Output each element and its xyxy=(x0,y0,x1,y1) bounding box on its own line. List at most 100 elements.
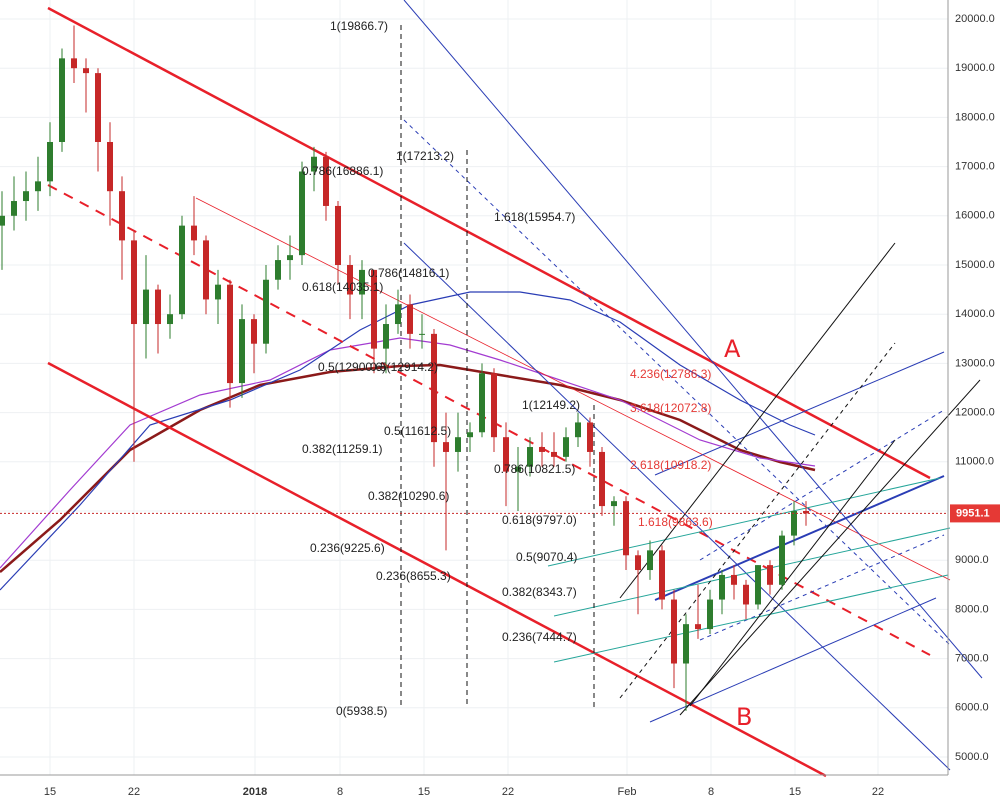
trend-line xyxy=(654,475,945,601)
candle-body xyxy=(107,141,113,192)
fib-label: 0.5(12914.2) xyxy=(370,360,438,374)
candle-body xyxy=(779,535,785,585)
candle-body xyxy=(323,156,329,206)
drawings xyxy=(0,0,983,778)
fib-label: 2.618(10918.2) xyxy=(630,458,711,472)
candle-body xyxy=(227,284,233,384)
candle-body xyxy=(395,304,401,325)
candle-body xyxy=(143,289,149,325)
x-tick-label: 22 xyxy=(872,786,884,798)
pitch-line xyxy=(679,379,981,716)
y-tick-label: 15000.0 xyxy=(955,259,995,271)
candle-body xyxy=(311,156,317,172)
fib-label: 0.382(8343.7) xyxy=(502,585,577,599)
fib-label: 0.236(9225.6) xyxy=(310,541,385,555)
candle-body xyxy=(623,501,629,556)
pitch-line xyxy=(619,242,896,599)
candle-body xyxy=(0,215,5,226)
x-tick-label: 8 xyxy=(708,786,714,798)
candle-body xyxy=(155,289,161,325)
fib-label: 1(19866.7) xyxy=(330,19,388,33)
candle-body xyxy=(443,442,449,452)
fib-label: 0(5938.5) xyxy=(336,704,387,718)
candle-body xyxy=(791,510,797,536)
candle-body xyxy=(515,466,521,472)
y-tick-label: 8000.0 xyxy=(955,603,989,615)
candle-body xyxy=(707,599,713,630)
x-tick-label: 22 xyxy=(128,786,140,798)
candle-body xyxy=(11,201,17,216)
pitch-line xyxy=(619,342,896,699)
y-tick-label: 20000.0 xyxy=(955,13,995,25)
fib-label: 0.618(14035.1) xyxy=(302,280,383,294)
candle-body xyxy=(539,447,545,452)
candle-body xyxy=(287,255,293,261)
last-price-label: 9951.1 xyxy=(956,507,990,519)
candle-body xyxy=(299,171,305,256)
ma-50 xyxy=(0,291,816,591)
candle-body xyxy=(527,447,533,467)
candle-body xyxy=(407,304,413,334)
x-tick-label: 15 xyxy=(789,786,801,798)
candle-body xyxy=(611,501,617,507)
x-tick-label: 15 xyxy=(44,786,56,798)
fib-fan xyxy=(553,574,949,663)
fib-label: 0.382(11259.1) xyxy=(302,442,383,456)
candle-body xyxy=(467,432,473,438)
grid xyxy=(0,0,948,775)
candle-body xyxy=(59,58,65,142)
candle-body xyxy=(347,264,353,295)
fib-label: 0.5(11612.5) xyxy=(384,424,451,438)
candle-body xyxy=(335,205,341,265)
candle-body xyxy=(563,437,569,457)
fib-label: 0.382(10290.6) xyxy=(368,489,449,503)
candle-body xyxy=(191,225,197,241)
y-tick-label: 19000.0 xyxy=(955,62,995,74)
channel-line xyxy=(47,361,827,778)
trend-line xyxy=(699,534,945,641)
fib-label: 0.618(9797.0) xyxy=(502,513,577,527)
fib-label: 0.786(14816.1) xyxy=(368,266,449,280)
y-tick-label: 6000.0 xyxy=(955,702,989,714)
candle-body xyxy=(743,584,749,605)
channel-line xyxy=(47,6,931,480)
candle-body xyxy=(551,451,557,457)
candle-body xyxy=(23,191,29,202)
ma-100 xyxy=(0,337,816,569)
candle-body xyxy=(455,437,461,452)
fib-label: 0.786(10821.5) xyxy=(494,462,575,476)
candle-body xyxy=(131,240,137,325)
candle-body xyxy=(239,319,245,384)
pitch-line xyxy=(689,439,896,707)
candle-body xyxy=(599,451,605,507)
y-tick-label: 14000.0 xyxy=(955,308,995,320)
candle-body xyxy=(419,333,425,335)
candle-body xyxy=(503,437,509,472)
candle-body xyxy=(659,550,665,600)
candle-body xyxy=(647,550,653,571)
x-tick-label: 15 xyxy=(418,786,430,798)
candle-body xyxy=(263,279,269,344)
labels: 20000.0 19000.0 18000.0 17000.0 16000.0 15000… xyxy=(44,13,1000,798)
fib-label: 0.786(16886.1) xyxy=(302,164,383,178)
candle-body xyxy=(203,240,209,300)
candle-body xyxy=(359,269,365,295)
fib-fan xyxy=(547,477,941,567)
y-tick-label: 9000.0 xyxy=(955,554,989,566)
x-tick-label: 22 xyxy=(502,786,514,798)
fib-label: 1(17213.2) xyxy=(396,149,454,163)
fib-label: 4.236(12786.3) xyxy=(630,367,711,381)
y-tick-label: 17000.0 xyxy=(955,160,995,172)
fib-label: 1.618(15954.7) xyxy=(494,210,575,224)
candle-body xyxy=(35,181,41,192)
y-tick-label: 18000.0 xyxy=(955,111,995,123)
candles xyxy=(0,25,948,711)
fib-label: 0.236(8655.3) xyxy=(376,569,451,583)
candle-body xyxy=(683,624,689,664)
y-tick-label: 5000.0 xyxy=(955,751,989,763)
candle-body xyxy=(479,373,485,433)
x-tick-label: 2018 xyxy=(243,786,267,798)
candle-body xyxy=(95,73,101,142)
candle-body xyxy=(803,510,809,514)
